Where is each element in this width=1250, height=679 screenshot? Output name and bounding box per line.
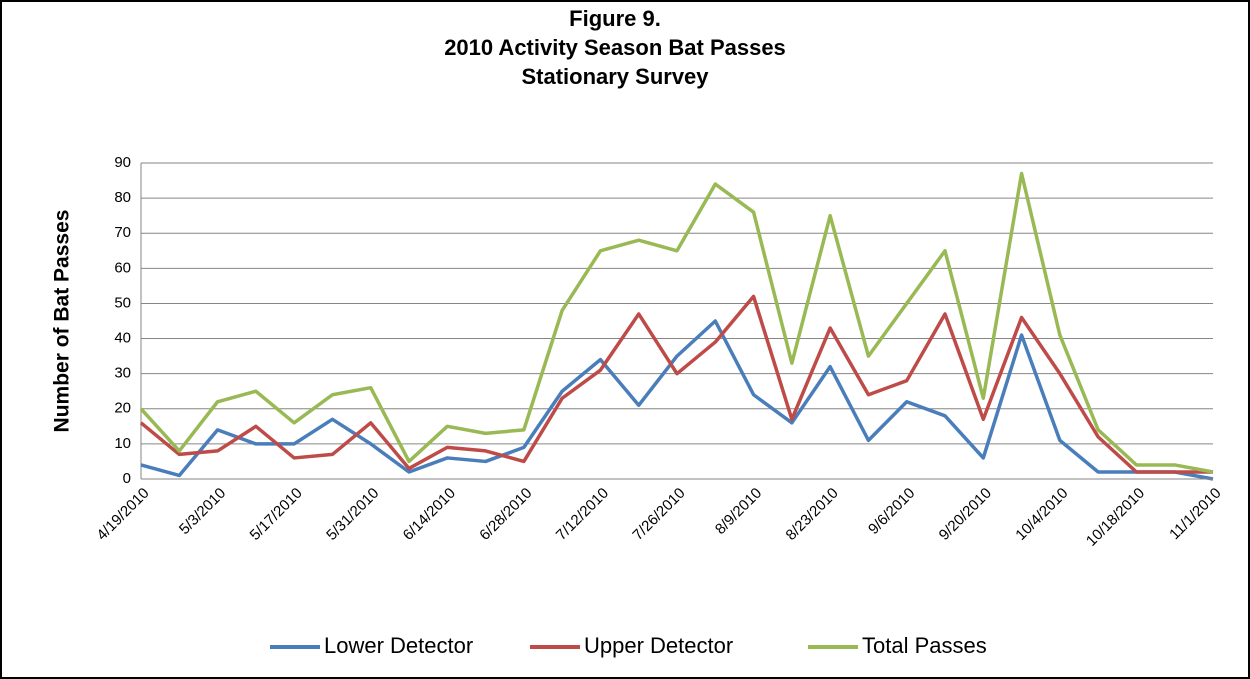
y-tick-label: 0 bbox=[123, 470, 131, 487]
chart-title: Figure 9. bbox=[569, 6, 661, 31]
y-tick-label: 50 bbox=[114, 294, 131, 311]
legend-label: Lower Detector bbox=[324, 633, 473, 658]
y-tick-label: 30 bbox=[114, 365, 131, 382]
y-tick-label: 80 bbox=[114, 189, 131, 206]
y-tick-label: 60 bbox=[114, 259, 131, 276]
y-tick-label: 70 bbox=[114, 224, 131, 241]
data-line bbox=[140, 319, 1214, 481]
y-tick-label: 40 bbox=[114, 330, 131, 347]
chart-title: 2010 Activity Season Bat Passes bbox=[444, 35, 786, 60]
y-axis-label: Number of Bat Passes bbox=[51, 210, 74, 433]
y-tick-label: 90 bbox=[114, 154, 131, 171]
y-tick-label: 20 bbox=[114, 400, 131, 417]
data-line bbox=[139, 171, 1214, 474]
chart-title: Stationary Survey bbox=[521, 64, 709, 89]
y-tick-label: 10 bbox=[114, 435, 131, 452]
data-line bbox=[139, 294, 1213, 474]
legend-label: Total Passes bbox=[862, 633, 987, 658]
legend-label: Upper Detector bbox=[584, 633, 733, 658]
